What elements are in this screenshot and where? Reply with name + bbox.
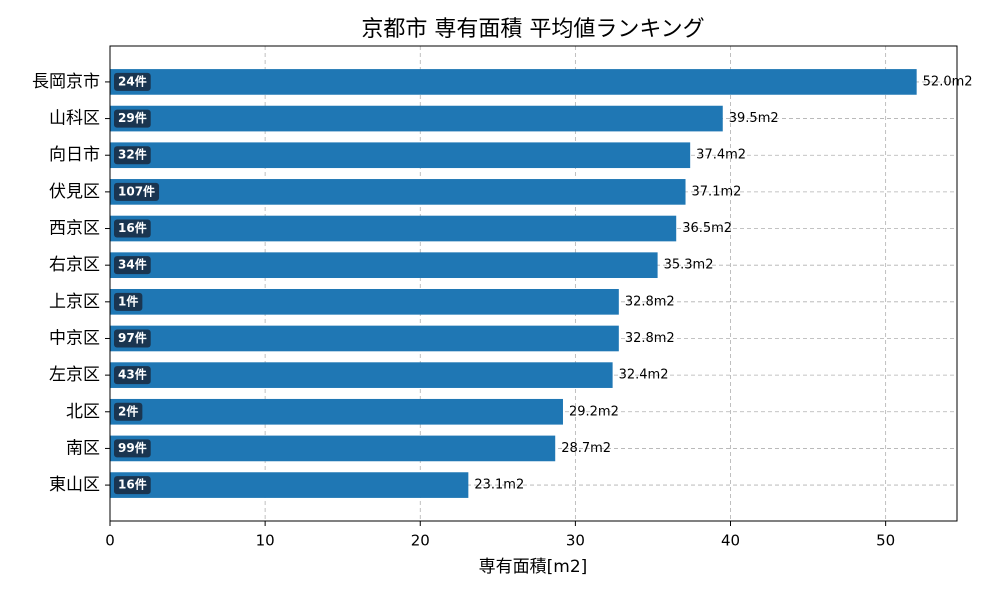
x-tick-label: 50 xyxy=(876,532,895,550)
count-badge xyxy=(114,72,151,91)
count-badge xyxy=(114,329,151,348)
bar xyxy=(110,179,686,205)
value-label: 37.1m2 xyxy=(692,184,742,199)
count-label: 16件 xyxy=(118,220,147,235)
y-tick-label: 長岡京市 xyxy=(32,72,100,92)
count-badge xyxy=(114,109,151,128)
count-badge xyxy=(114,439,151,458)
value-label: 32.8m2 xyxy=(625,331,675,346)
bars: 52.0m2 24件 39.5m2 29件 37.4m2 32件 37.1m2 107件 36.… xyxy=(110,69,973,498)
count-label: 34件 xyxy=(118,257,147,272)
y-tick-label: 右京区 xyxy=(49,255,100,275)
value-label: 28.7m2 xyxy=(561,441,611,456)
value-label: 32.4m2 xyxy=(619,368,669,383)
value-label: 23.1m2 xyxy=(474,478,524,493)
value-label: 32.8m2 xyxy=(625,294,675,309)
x-tick-label: 20 xyxy=(411,532,430,550)
bar xyxy=(110,435,556,462)
count-badge xyxy=(114,182,160,201)
bar xyxy=(110,362,613,388)
count-badge xyxy=(114,292,143,311)
count-badge xyxy=(114,146,151,165)
bar xyxy=(110,252,658,279)
x-tick-label: 10 xyxy=(256,532,275,550)
bar xyxy=(110,69,917,95)
count-label: 32件 xyxy=(118,147,147,162)
count-label: 16件 xyxy=(118,477,147,492)
x-tick-label: 30 xyxy=(566,532,585,550)
y-tick-label: 左京区 xyxy=(49,365,100,385)
y-tick-label: 中京区 xyxy=(49,328,100,348)
count-label: 24件 xyxy=(118,73,147,88)
x-tick-label: 40 xyxy=(721,532,740,550)
value-label: 39.5m2 xyxy=(729,111,779,126)
bar xyxy=(110,472,469,498)
y-tick-label: 南区 xyxy=(66,438,100,458)
value-label: 36.5m2 xyxy=(682,221,732,236)
bar xyxy=(110,105,723,132)
count-label: 2件 xyxy=(118,403,138,418)
y-tick-label: 東山区 xyxy=(49,475,100,495)
bar xyxy=(110,325,619,352)
count-badge xyxy=(114,219,151,238)
y-tick-label: 西京区 xyxy=(49,219,100,239)
y-tick-label: 北区 xyxy=(66,402,100,422)
value-label: 52.0m2 xyxy=(923,74,973,89)
count-badge xyxy=(114,366,151,385)
count-label: 99件 xyxy=(118,440,147,455)
value-label: 37.4m2 xyxy=(696,148,746,163)
y-tick-label: 山科区 xyxy=(49,109,100,129)
count-badge xyxy=(114,476,151,495)
count-label: 29件 xyxy=(118,110,147,125)
value-label: 35.3m2 xyxy=(664,258,714,273)
x-axis-label: 専有面積[m2] xyxy=(479,557,588,577)
x-tick-label: 0 xyxy=(105,532,115,550)
count-label: 43件 xyxy=(118,367,147,382)
count-badge xyxy=(114,256,151,275)
count-label: 107件 xyxy=(118,183,155,198)
bar xyxy=(110,142,691,169)
count-badge xyxy=(114,402,143,421)
count-label: 97件 xyxy=(118,330,147,345)
y-tick-label: 向日市 xyxy=(49,145,100,165)
y-tick-label: 上京区 xyxy=(49,292,100,312)
bar xyxy=(110,398,563,425)
bar xyxy=(110,288,619,315)
value-label: 29.2m2 xyxy=(569,404,619,419)
chart-title: 京都市 専有面積 平均値ランキング xyxy=(361,17,704,42)
count-label: 1件 xyxy=(118,293,138,308)
plot-frame xyxy=(109,45,958,522)
y-tick-label: 伏見区 xyxy=(49,182,100,202)
bar xyxy=(110,215,677,242)
